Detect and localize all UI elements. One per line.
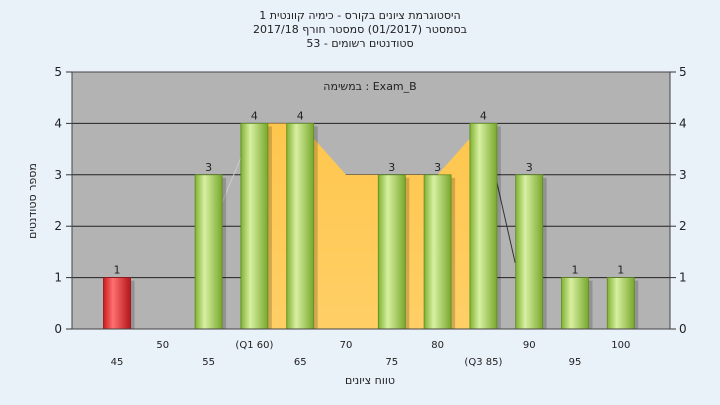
data-label: 3 (388, 161, 395, 174)
y-tick-label-right: 5 (679, 65, 687, 79)
y-axis-left-ticks: 0 1 2 3 4 5 (54, 65, 72, 336)
data-label: 4 (297, 109, 304, 122)
bar-45 (103, 277, 131, 330)
x-tick-label: 70 (340, 340, 353, 351)
y-tick-label: 5 (54, 65, 62, 79)
x-tick-label: 65 (294, 357, 307, 368)
x-tick-label: 90 (523, 340, 536, 351)
x-tick-label: 80 (431, 340, 444, 351)
bar-60 (240, 123, 269, 330)
bar-90 (515, 174, 544, 330)
y-tick-label-right: 1 (679, 271, 687, 285)
bar-85 (469, 123, 498, 330)
y-tick-label: 3 (54, 168, 62, 182)
y-tick-label-right: 4 (679, 116, 687, 130)
chart-title-line-1: היסטוגרמת ציונים בקורס - כימיה קוונטית 1 (259, 9, 461, 22)
data-label: 1 (572, 264, 579, 277)
x-tick-label: 50 (156, 340, 169, 351)
bar-55 (194, 174, 223, 330)
data-label: 3 (526, 161, 533, 174)
y-axis-title: מספר סטודנטים (26, 163, 39, 239)
x-tick-label: 75 (385, 357, 398, 368)
y-tick-label-right: 0 (679, 322, 687, 336)
bar-80 (423, 174, 452, 330)
x-tick-label: 100 (611, 340, 630, 351)
x-tick-label: (Q3 85) (464, 357, 502, 368)
data-label: 3 (434, 161, 441, 174)
bar-75 (377, 174, 406, 330)
bar-95 (561, 277, 589, 330)
bars-group (103, 123, 639, 330)
data-label: 4 (480, 109, 487, 122)
y-tick-label-right: 2 (679, 219, 687, 233)
x-axis-ticks: 45 50 55 (Q1 60) 65 70 75 80 (Q3 85) 90 95 100 (111, 340, 631, 368)
y-tick-label-right: 3 (679, 168, 687, 182)
y-tick-label: 4 (54, 116, 62, 130)
chart-title-line-2: בסמסטר (01/2017) סמסטר חורף 2017/18 (253, 23, 467, 36)
plot-border (71, 71, 671, 330)
data-label: 1 (114, 264, 121, 277)
x-tick-label: (Q1 60) (235, 340, 273, 351)
y-tick-label: 1 (54, 271, 62, 285)
bar-100 (606, 277, 635, 330)
x-axis-title: טווח ציונים (345, 374, 395, 387)
bar-65 (286, 123, 315, 330)
chart-annotation: במשימה : Exam_B (323, 80, 416, 93)
x-tick-label: 55 (202, 357, 215, 368)
y-tick-label: 0 (54, 322, 62, 336)
data-label: 4 (251, 109, 258, 122)
data-label: 3 (205, 161, 212, 174)
data-label: 1 (617, 264, 624, 277)
chart-title-line-3: סטודנטים רשומים - 53 (306, 37, 414, 50)
y-tick-label: 2 (54, 219, 62, 233)
y-axis-right-ticks: 0 1 2 3 4 5 (670, 65, 687, 336)
x-tick-label: 45 (111, 357, 124, 368)
x-tick-label: 95 (569, 357, 582, 368)
data-labels: 1 3 4 4 3 3 4 3 1 1 (114, 109, 625, 276)
